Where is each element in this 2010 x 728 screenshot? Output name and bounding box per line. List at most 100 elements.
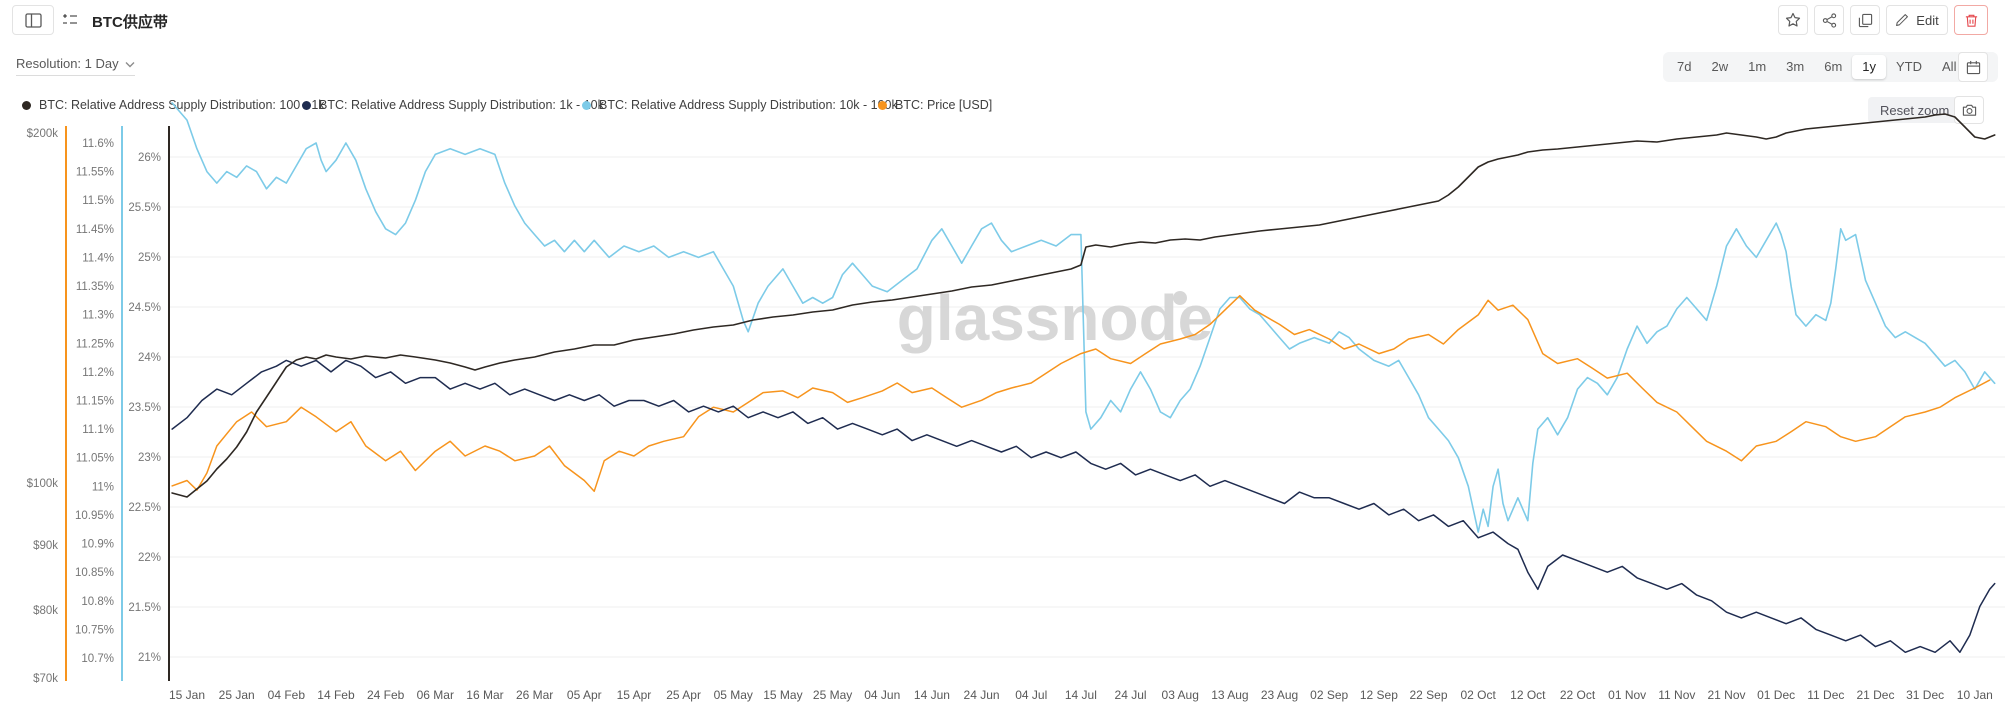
y-tick-label-price: $200k	[27, 128, 59, 140]
x-tick-label: 01 Nov	[1608, 688, 1646, 702]
series-line-supply-1k-10k	[171, 359, 1996, 654]
range-button-3m[interactable]: 3m	[1786, 59, 1805, 74]
x-tick-label: 04 Jun	[864, 688, 900, 702]
trash-icon	[1964, 13, 1979, 28]
x-tick-label: 15 Jan	[169, 688, 205, 702]
range-button-1y[interactable]: 1y	[1852, 55, 1887, 79]
delete-button[interactable]	[1954, 5, 1988, 35]
range-button-6m[interactable]: 6m	[1824, 59, 1843, 74]
x-tick-label: 21 Dec	[1856, 688, 1894, 702]
y-tick-label-pct_large: 24.5%	[128, 302, 161, 314]
calendar-button[interactable]	[1958, 52, 1988, 82]
y-tick-label-pct_small: 11%	[92, 481, 114, 493]
legend-label: BTC: Relative Address Supply Distributio…	[39, 98, 325, 112]
copy-icon	[1858, 13, 1873, 28]
edit-button[interactable]: Edit	[1886, 5, 1948, 35]
screenshot-button[interactable]	[1954, 96, 1984, 124]
y-tick-label-pct_small: 10.8%	[81, 596, 114, 608]
time-range-group: 7d 2w 1m 3m 6m 1y YTD All	[1663, 52, 1999, 82]
legend-label: BTC: Relative Address Supply Distributio…	[319, 98, 604, 112]
x-tick-label: 12 Oct	[1510, 688, 1546, 702]
x-tick-label: 02 Sep	[1310, 688, 1348, 702]
y-tick-label-price: $100k	[27, 478, 59, 490]
range-button-ytd[interactable]: YTD	[1896, 59, 1923, 74]
page-title: BTC供应带	[92, 14, 168, 31]
y-tick-label-price: $70k	[33, 673, 58, 685]
legend-dot	[302, 100, 311, 110]
panel-left-icon	[24, 12, 42, 28]
x-tick-label: 24 Jul	[1115, 688, 1147, 702]
resolution-selector[interactable]: Resolution: 1 Day	[16, 56, 135, 76]
x-tick-label: 12 Sep	[1360, 688, 1398, 702]
x-tick-label: 26 Mar	[516, 688, 553, 702]
range-button-all[interactable]: All	[1942, 59, 1957, 74]
y-tick-label-pct_large: 23%	[138, 452, 161, 464]
series-line-price	[171, 294, 1991, 493]
x-tick-label: 25 Jan	[219, 688, 255, 702]
y-tick-label-pct_large: 21%	[138, 652, 161, 664]
legend-dot	[878, 100, 887, 110]
x-tick-label: 14 Jun	[914, 688, 950, 702]
y-tick-label-pct_small: 11.2%	[82, 367, 114, 379]
y-tick-label-pct_small: 11.4%	[82, 252, 114, 264]
x-tick-label: 25 Apr	[666, 688, 701, 702]
range-button-7d[interactable]: 7d	[1677, 59, 1692, 74]
series-line-supply-10k-100k	[171, 102, 1996, 533]
x-tick-label: 21 Nov	[1707, 688, 1745, 702]
x-tick-label: 04 Jul	[1015, 688, 1047, 702]
x-tick-label: 22 Oct	[1560, 688, 1596, 702]
chevron-down-icon	[125, 56, 135, 71]
y-tick-label-pct_small: 10.75%	[75, 624, 114, 636]
y-tick-label-price: $90k	[33, 540, 58, 552]
time-range-buttons: 7d 2w 1m 3m 6m 1y YTD All	[1667, 55, 1966, 79]
legend-item-price[interactable]: BTC: Price [USD]	[878, 98, 992, 112]
y-tick-label-pct_small: 11.05%	[76, 453, 114, 465]
legend-item-supply-10k-100k[interactable]: BTC: Relative Address Supply Distributio…	[582, 98, 898, 112]
legend-item-supply-1k-10k[interactable]: BTC: Relative Address Supply Distributio…	[302, 98, 604, 112]
x-tick-label: 24 Jun	[964, 688, 1000, 702]
y-tick-label-pct_small: 10.7%	[81, 653, 114, 665]
y-tick-label-pct_large: 26%	[138, 152, 161, 164]
watermark-dot-icon	[1173, 291, 1187, 305]
camera-icon	[1962, 103, 1977, 117]
y-tick-label-pct_large: 23.5%	[128, 402, 161, 414]
y-tick-label-pct_large: 22.5%	[128, 502, 161, 514]
y-tick-label-pct_small: 11.55%	[76, 167, 114, 179]
x-tick-label: 15 Apr	[617, 688, 652, 702]
range-button-1m[interactable]: 1m	[1748, 59, 1767, 74]
x-tick-label: 13 Aug	[1211, 688, 1248, 702]
x-tick-label: 06 Mar	[417, 688, 454, 702]
x-tick-label: 14 Jul	[1065, 688, 1097, 702]
duplicate-button[interactable]	[1850, 5, 1880, 35]
legend-dot	[582, 100, 591, 110]
y-tick-label-pct_small: 11.25%	[76, 338, 114, 350]
y-tick-label-pct_small: 10.85%	[75, 567, 114, 579]
edit-button-label: Edit	[1916, 12, 1939, 28]
y-tick-label-pct_large: 24%	[138, 352, 161, 364]
x-tick-label: 23 Aug	[1261, 688, 1298, 702]
x-tick-label: 24 Feb	[367, 688, 405, 702]
y-tick-label-pct_small: 11.6%	[82, 138, 114, 150]
range-button-2w[interactable]: 2w	[1711, 59, 1729, 74]
x-tick-label: 11 Nov	[1658, 688, 1695, 702]
y-tick-label-pct_small: 11.35%	[76, 281, 114, 293]
y-tick-label-pct_large: 25%	[138, 252, 161, 264]
share-button[interactable]	[1814, 5, 1844, 35]
star-icon	[1785, 12, 1801, 28]
x-tick-label: 10 Jan	[1957, 688, 1993, 702]
y-tick-label-pct_small: 11.5%	[82, 195, 114, 207]
x-tick-label: 25 May	[813, 688, 852, 702]
y-tick-label-price: $80k	[33, 605, 58, 617]
chart-plot-area[interactable]	[170, 125, 2005, 682]
legend-item-supply-100-1k[interactable]: BTC: Relative Address Supply Distributio…	[22, 98, 325, 112]
favorite-button[interactable]	[1778, 5, 1808, 35]
legend-dot	[22, 100, 31, 110]
legend-label: BTC: Price [USD]	[895, 98, 993, 112]
x-tick-label: 03 Aug	[1162, 688, 1199, 702]
chart-legend: BTC: Relative Address Supply Distributio…	[0, 98, 2010, 116]
x-tick-label: 05 May	[714, 688, 753, 702]
toggle-sidebar-button[interactable]	[12, 5, 54, 35]
y-tick-label-pct_small: 11.1%	[82, 424, 114, 436]
calendar-icon	[1966, 60, 1981, 75]
